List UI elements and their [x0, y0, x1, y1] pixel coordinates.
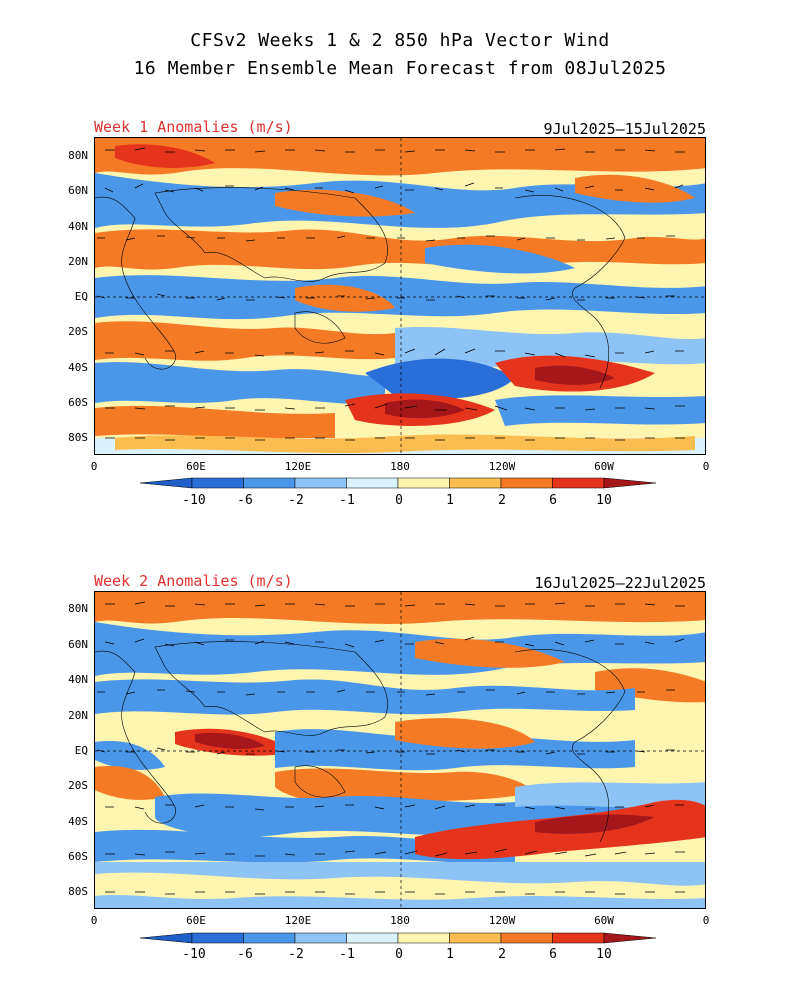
week2-label: Week 2 Anomalies (m/s) [94, 572, 293, 590]
lon-label: 120W [488, 914, 516, 927]
colorbar-swatch [243, 932, 296, 944]
colorbar-label: 10 [596, 493, 612, 508]
lat-label: 60S [68, 396, 88, 409]
colorbar-swatch [449, 477, 502, 489]
lon-label: 0 [702, 460, 710, 473]
lon-label: 60W [594, 914, 614, 927]
colorbar-label: -2 [288, 947, 304, 962]
lon-label: 0 [90, 460, 98, 473]
lon-label: 120E [284, 460, 312, 473]
lat-label: 80N [68, 149, 88, 162]
colorbar-high-arrow [603, 932, 657, 944]
week2-colorbar [140, 932, 657, 944]
colorbar-label: 2 [498, 947, 506, 962]
colorbar-swatch [346, 932, 399, 944]
colorbar-low-arrow [140, 932, 193, 944]
lon-label: 180 [390, 460, 410, 473]
lat-label: 20S [68, 779, 88, 792]
week2-map [94, 591, 706, 909]
lon-label: 0 [702, 914, 710, 927]
colorbar-label: 6 [549, 947, 557, 962]
colorbar-low-arrow [140, 477, 193, 489]
lat-label: 60N [68, 184, 88, 197]
colorbar-swatch [294, 477, 347, 489]
lat-label: EQ [74, 290, 88, 303]
colorbar-swatch [500, 932, 553, 944]
colorbar-swatch [449, 932, 502, 944]
lat-label: 40S [68, 361, 88, 374]
week1-map [94, 137, 706, 455]
colorbar-swatch [397, 477, 450, 489]
colorbar-label: 2 [498, 493, 506, 508]
lat-label: 60N [68, 638, 88, 651]
colorbar-swatch [191, 477, 244, 489]
colorbar-swatch [397, 932, 450, 944]
lon-label: 180 [390, 914, 410, 927]
title-line-2: 16 Member Ensemble Mean Forecast from 08… [133, 58, 667, 79]
colorbar-label: 0 [395, 947, 403, 962]
colorbar-high-arrow [603, 477, 657, 489]
week1-label: Week 1 Anomalies (m/s) [94, 118, 293, 136]
lat-label: 80S [68, 885, 88, 898]
lon-label: 120W [488, 460, 516, 473]
colorbar-label: -6 [237, 493, 253, 508]
colorbar-label: -10 [182, 493, 206, 508]
colorbar-label: 1 [446, 947, 454, 962]
lon-label: 60E [186, 914, 206, 927]
title-line-1: CFSv2 Weeks 1 & 2 850 hPa Vector Wind [190, 30, 610, 51]
colorbar-label: -1 [339, 493, 355, 508]
colorbar-label: -6 [237, 947, 253, 962]
colorbar-label: 1 [446, 493, 454, 508]
colorbar-label: -1 [339, 947, 355, 962]
colorbar-label: 0 [395, 493, 403, 508]
lat-label: 40N [68, 220, 88, 233]
colorbar-swatch [243, 477, 296, 489]
lat-label: 80S [68, 431, 88, 444]
colorbar-label: 6 [549, 493, 557, 508]
lon-label: 60W [594, 460, 614, 473]
lat-label: 20N [68, 709, 88, 722]
week1-anomaly-field [95, 138, 705, 454]
colorbar-label: 10 [596, 947, 612, 962]
lat-label: 60S [68, 850, 88, 863]
lat-label: 20N [68, 255, 88, 268]
week1-colorbar [140, 477, 657, 489]
lon-label: 0 [90, 914, 98, 927]
lat-label: 20S [68, 325, 88, 338]
lon-label: 60E [186, 460, 206, 473]
colorbar-label: -2 [288, 493, 304, 508]
lat-label: 80N [68, 602, 88, 615]
colorbar-swatch [552, 932, 605, 944]
lat-label: EQ [74, 744, 88, 757]
colorbar-swatch [191, 932, 244, 944]
lon-label: 120E [284, 914, 312, 927]
week2-anomaly-field [95, 592, 705, 908]
lat-label: 40N [68, 673, 88, 686]
colorbar-swatch [346, 477, 399, 489]
colorbar-swatch [294, 932, 347, 944]
colorbar-label: -10 [182, 947, 206, 962]
colorbar-swatch [552, 477, 605, 489]
colorbar-swatch [500, 477, 553, 489]
week2-dates: 16Jul2025—22Jul2025 [534, 574, 706, 592]
week1-dates: 9Jul2025—15Jul2025 [543, 120, 706, 138]
lat-label: 40S [68, 815, 88, 828]
